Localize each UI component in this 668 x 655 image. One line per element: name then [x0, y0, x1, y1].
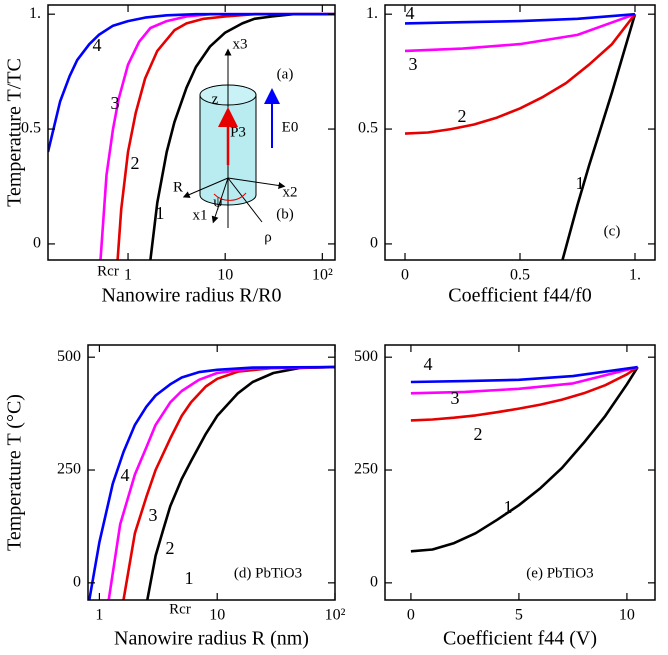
x-tick-label: 10: [209, 607, 225, 624]
series-label: 3: [149, 505, 158, 525]
x-axis-label: Nanowire radius R/R0: [102, 285, 282, 307]
y-tick-label: 0: [370, 235, 378, 252]
annotation: x1: [193, 207, 208, 223]
y-tick-label: 1.: [366, 5, 378, 22]
series-label: 3: [409, 54, 418, 74]
y-tick-label: 0.5: [358, 120, 378, 137]
y-tick-label: 250: [57, 461, 81, 478]
series-label: 4: [424, 354, 433, 374]
x-tick-label: 10²: [325, 607, 346, 624]
x-tick-label: 0.5: [510, 267, 530, 284]
annotation: (d) PbTiO3: [234, 565, 302, 581]
x-tick-label: 10: [217, 267, 233, 284]
curve: [122, 365, 335, 600]
curve: [410, 366, 639, 553]
curve: [404, 12, 636, 25]
annotation: (a): [277, 66, 294, 82]
y-tick-label: 0: [33, 235, 41, 252]
plot-frame: [384, 344, 656, 601]
series-label: 2: [458, 106, 467, 126]
curve: [410, 365, 638, 384]
series-label: 1: [185, 568, 194, 588]
series-label: 4: [93, 35, 102, 55]
y-tick-label: 500: [354, 348, 378, 365]
series-label: 2: [166, 538, 175, 558]
curve: [404, 13, 637, 135]
x-tick-label: 0: [407, 607, 415, 624]
nanowire-inset: [182, 48, 286, 228]
x-axis-label: Coefficient f44 (V): [443, 628, 597, 650]
panel: [384, 4, 656, 261]
series-label: 1: [156, 203, 165, 223]
y-tick-label: 0: [370, 574, 378, 591]
series-label: 4: [406, 3, 415, 23]
x-tick-label: 0: [401, 267, 409, 284]
series-label: 1: [504, 497, 513, 517]
series-label: 4: [121, 465, 130, 485]
plot-frame: [87, 344, 336, 601]
y-tick-label: 1.: [29, 5, 41, 22]
annotation: E0: [282, 119, 299, 135]
annotation: x3: [233, 36, 248, 52]
curve: [107, 365, 335, 600]
y-tick-label: 0: [73, 574, 81, 591]
x-tick-label: 1: [124, 267, 132, 284]
y-tick-label: 500: [57, 348, 81, 365]
curve: [146, 365, 335, 600]
plot-frame: [47, 4, 336, 261]
annotation: P3: [230, 124, 246, 140]
x-axis-label: Coefficient f44/f0: [448, 285, 591, 307]
x-tick-label: 10²: [312, 267, 333, 284]
curve: [404, 12, 636, 53]
curve: [88, 365, 335, 600]
x-tick-label: 10: [619, 607, 635, 624]
series-label: 3: [451, 388, 460, 408]
annotation: R: [173, 179, 183, 195]
curve: [149, 12, 335, 260]
x-axis-label: Nanowire radius R (nm): [114, 628, 309, 650]
x-tick-label: 1: [95, 607, 103, 624]
y-axis-label: Temperature T/TC: [4, 58, 26, 207]
curve: [99, 12, 335, 260]
y-axis-label: Temperature T (°C): [4, 394, 26, 551]
annotation: (e) PbTiO3: [526, 565, 593, 581]
panel: [384, 344, 656, 601]
y-tick-label: 250: [354, 461, 378, 478]
series-label: 1: [576, 173, 585, 193]
series-label: 2: [131, 153, 140, 173]
panel: [87, 344, 336, 601]
series-label: 3: [111, 93, 120, 113]
curve: [410, 366, 639, 422]
curve: [116, 12, 335, 260]
y-tick-label: 0.5: [21, 120, 41, 137]
annotation: (c): [604, 223, 621, 239]
annotation: ρ: [264, 229, 272, 245]
annotation: z: [212, 91, 219, 107]
curve: [48, 12, 335, 153]
curve: [410, 365, 639, 395]
annotation: Rcr: [169, 601, 191, 617]
panel: [47, 4, 336, 261]
annotation: (b): [276, 206, 294, 222]
annotation: Rcr: [97, 263, 119, 279]
x-tick-label: 1.: [629, 267, 641, 284]
x-tick-label: 5: [515, 607, 523, 624]
series-label: 2: [474, 424, 483, 444]
annotation: x2: [283, 184, 298, 200]
curve: [561, 13, 637, 260]
annotation: ψ: [213, 194, 223, 210]
